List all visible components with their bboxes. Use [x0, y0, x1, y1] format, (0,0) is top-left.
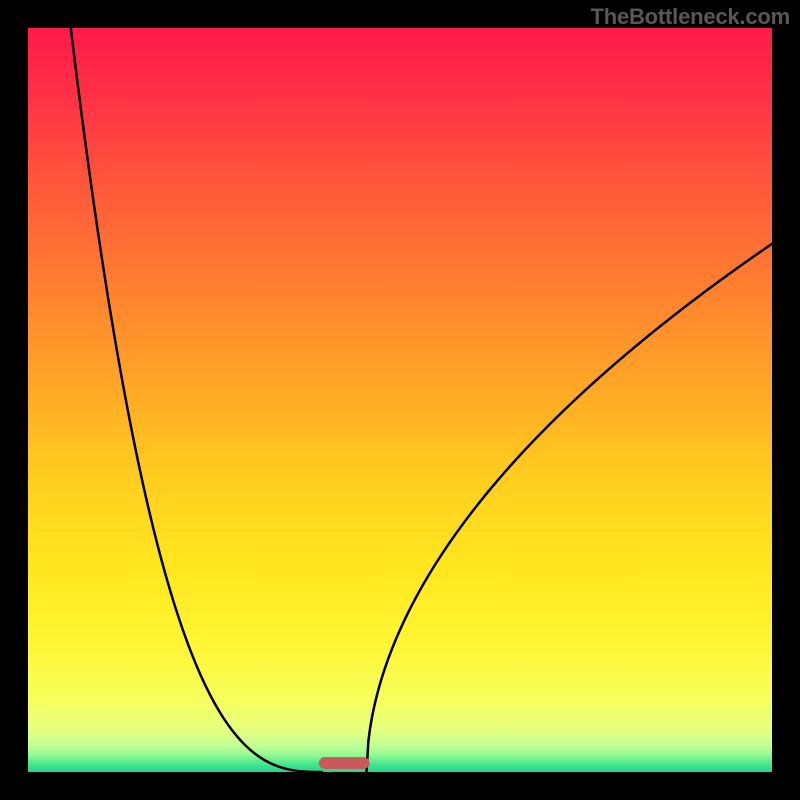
chart-svg [0, 0, 800, 800]
gradient-background [28, 28, 772, 772]
chart-root: TheBottleneck.com [0, 0, 800, 800]
watermark-text: TheBottleneck.com [590, 4, 790, 30]
bottleneck-marker [319, 757, 370, 769]
